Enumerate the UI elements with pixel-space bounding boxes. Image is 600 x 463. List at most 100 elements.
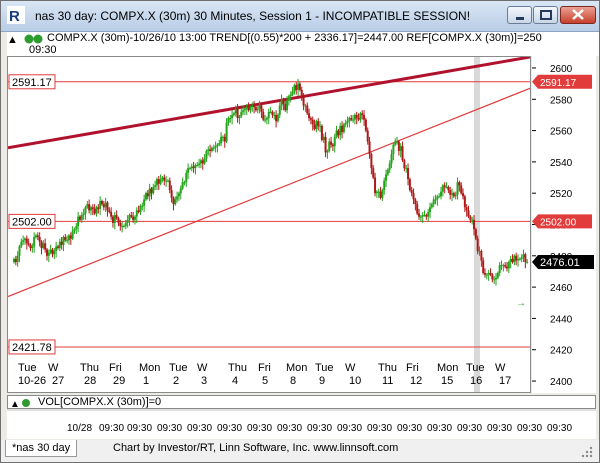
candle-body — [31, 246, 34, 248]
candle-body — [60, 241, 63, 245]
candle-body — [445, 186, 448, 188]
candle-body — [203, 158, 206, 164]
candle-body — [188, 168, 191, 170]
date-label: 3 — [201, 375, 207, 387]
candle-body — [454, 194, 457, 197]
candle-body — [421, 215, 424, 217]
time-axis-label: 10/28 — [67, 423, 92, 434]
candle-body — [506, 266, 509, 269]
y-tick-label: 2420 — [550, 346, 573, 357]
chart-tab[interactable]: *nas 30 day — [5, 440, 78, 457]
candle-body — [507, 262, 510, 269]
day-label: Tue — [18, 362, 37, 374]
candle-body — [157, 179, 160, 184]
time-axis-label: 09:30 — [517, 423, 542, 434]
reference-label: 2502.00 — [12, 216, 52, 228]
candle-body — [370, 154, 373, 169]
price-chart[interactable]: Tue W Thu Fri Mon Tue W Thu Fri Mon Tue W Thu Fri Mon T… — [7, 55, 531, 392]
candle-body — [467, 210, 470, 217]
candle-body — [480, 251, 483, 261]
indicator-dots-icon[interactable]: ▲ — [7, 33, 47, 45]
candle-body — [405, 168, 408, 170]
candle-body — [511, 258, 514, 263]
date-label: 27 — [52, 375, 64, 387]
svg-text:▲: ▲ — [7, 34, 18, 45]
y-tick-label: 2560 — [550, 127, 573, 138]
candle-body — [106, 202, 109, 211]
candle-body — [489, 273, 492, 275]
candle-body — [166, 180, 169, 182]
candle-body — [500, 265, 503, 267]
candle-body — [132, 216, 135, 220]
candle-body — [47, 252, 50, 256]
candle-body — [390, 154, 393, 164]
candle-body — [119, 222, 122, 227]
time-axis: 10/28 09:30 09:30 09:30 09:30 09:30 09:30 09:30… — [7, 409, 596, 434]
candle-body — [284, 103, 287, 111]
price-axis[interactable]: 2400242024402460248025002520254025602580… — [532, 56, 596, 393]
candle-body — [82, 213, 85, 216]
candle-body — [181, 182, 184, 189]
candle-body — [75, 226, 78, 230]
candle-body — [247, 107, 250, 111]
volume-panel[interactable]: 10/28 09:30 09:30 09:30 09:30 09:30 09:30 09:30… — [7, 409, 596, 439]
candle-body — [315, 121, 318, 130]
candle-body — [509, 258, 512, 263]
candle-body — [221, 136, 224, 138]
candle-body — [385, 174, 388, 181]
candle-body — [460, 185, 463, 194]
candle-body — [260, 105, 263, 112]
candle-body — [374, 177, 377, 194]
candle-body — [293, 85, 296, 92]
day-label: Tue — [315, 362, 334, 374]
candle-body — [504, 265, 507, 267]
candle-body — [451, 193, 454, 195]
candle-body — [209, 149, 212, 151]
day-label: Tue — [466, 362, 485, 374]
price-plot-area[interactable]: Tue W Thu Fri Mon Tue W Thu Fri Mon Tue W Thu Fri Mon T… — [7, 55, 531, 393]
candle-body — [441, 185, 444, 192]
day-label: Mon — [286, 362, 307, 374]
candle-body — [434, 199, 437, 201]
candle-body — [449, 190, 452, 195]
first-bar-time: 09:30 — [29, 44, 57, 56]
close-button[interactable] — [560, 6, 596, 24]
price-axis-scale[interactable]: 2400242024402460248025002520254025602580… — [532, 56, 596, 393]
date-label: 2 — [173, 375, 179, 387]
candle-body — [18, 246, 21, 256]
candle-body — [271, 111, 274, 115]
candle-body — [322, 136, 325, 140]
candle-body — [275, 114, 278, 122]
candle-body — [517, 258, 520, 261]
candle-body — [388, 163, 391, 170]
maximize-icon — [540, 10, 552, 20]
minimize-button[interactable] — [507, 6, 532, 24]
candle-body — [238, 116, 241, 119]
reference-label-box — [8, 339, 56, 355]
candle-body — [412, 193, 415, 200]
candle-body — [344, 122, 347, 125]
time-axis-label: 09:30 — [187, 423, 212, 434]
candle-body — [493, 279, 496, 281]
candle-body — [97, 207, 100, 209]
candle-body — [170, 190, 173, 198]
candle-body — [394, 141, 397, 145]
volume-dots-icon[interactable]: ▲ — [10, 397, 40, 409]
candle-body — [267, 111, 270, 119]
candle-body — [456, 182, 459, 195]
candle-body — [495, 277, 498, 280]
date-label: 17 — [499, 375, 511, 387]
candle-body — [190, 166, 193, 169]
candle-body — [122, 226, 125, 228]
candle-body — [313, 124, 316, 130]
candle-body — [51, 249, 54, 255]
candle-body — [161, 177, 164, 180]
candle-body — [352, 119, 355, 121]
candle-body — [524, 254, 527, 263]
candle-body — [254, 107, 257, 111]
maximize-button[interactable] — [533, 6, 558, 24]
candle-body — [223, 136, 226, 142]
candle-body — [341, 125, 344, 133]
resize-grip-icon[interactable] — [581, 446, 595, 460]
candle-body — [287, 96, 290, 101]
